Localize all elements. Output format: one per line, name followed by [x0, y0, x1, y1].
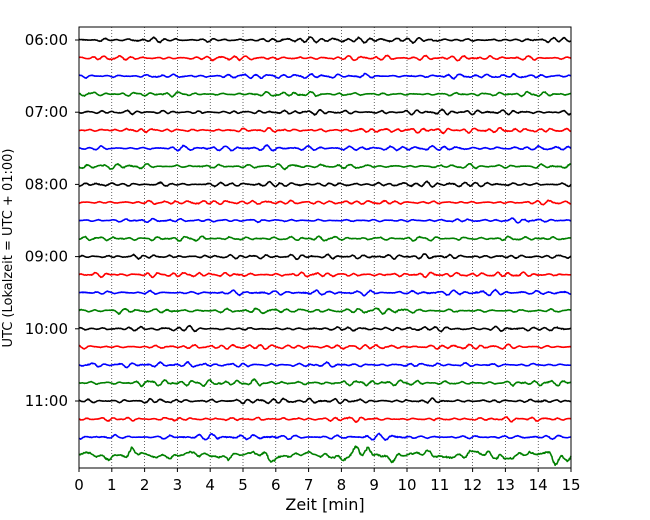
x-tick-label: 14 [529, 476, 548, 494]
seismogram-trace [78, 127, 572, 135]
x-tick-label: 13 [496, 476, 515, 494]
x-tick-label: 11 [430, 476, 449, 494]
seismogram-trace [78, 54, 572, 62]
x-axis: 0 1 2 3 4 5 6 7 8 9 10 11 12 13 14 15 [74, 468, 581, 494]
x-tick-label: 7 [304, 476, 314, 494]
y-axis-label: UTC (Lokalzeit = UTC + 01:00) [1, 149, 16, 348]
y-tick-label: 11:00 [25, 392, 68, 410]
seismogram-trace [78, 162, 572, 171]
seismogram-trace [78, 180, 572, 188]
y-tick-label: 07:00 [25, 103, 68, 121]
x-tick-label: 12 [463, 476, 482, 494]
seismogram-trace [78, 288, 572, 297]
seismogram-trace [78, 199, 572, 206]
seismogram-trace [78, 397, 572, 405]
x-tick-label: 3 [173, 476, 183, 494]
seismogram-trace [78, 72, 572, 80]
seismogram-trace [78, 108, 572, 116]
seismogram-trace [78, 378, 572, 388]
plot-frame [78, 26, 572, 469]
trace-group [78, 36, 572, 467]
seismogram-trace [78, 144, 572, 152]
seismogram-trace [78, 271, 572, 279]
seismogram-trace [78, 343, 572, 351]
x-tick-label: 10 [397, 476, 416, 494]
y-tick-label: 08:00 [25, 175, 68, 193]
y-axis: 06:00 07:00 08:00 09:00 10:00 11:00 [25, 31, 79, 410]
y-tick-label: 10:00 [25, 320, 68, 338]
y-tick-label: 06:00 [25, 31, 68, 49]
x-tick-label: 9 [369, 476, 379, 494]
x-axis-label: Zeit [min] [285, 495, 364, 514]
seismogram-trace [78, 36, 572, 45]
seismogram-trace [78, 217, 572, 224]
seismogram-trace [78, 324, 572, 333]
seismogram-trace [78, 361, 572, 369]
x-tick-label: 0 [74, 476, 84, 494]
seismogram-trace [78, 445, 572, 467]
x-tick-label: 6 [271, 476, 281, 494]
seismogram-trace [78, 307, 572, 315]
x-tick-label: 1 [107, 476, 117, 494]
seismogram-trace [78, 416, 572, 423]
x-tick-label: 5 [238, 476, 248, 494]
x-tick-label: 4 [205, 476, 215, 494]
seismogram-trace [78, 90, 572, 98]
x-tick-label: 15 [561, 476, 580, 494]
x-tick-label: 8 [337, 476, 347, 494]
seismogram-trace [78, 253, 572, 261]
y-tick-label: 09:00 [25, 248, 68, 266]
seismogram-trace [78, 432, 572, 441]
seismogram-trace [78, 235, 572, 242]
x-tick-label: 2 [140, 476, 150, 494]
